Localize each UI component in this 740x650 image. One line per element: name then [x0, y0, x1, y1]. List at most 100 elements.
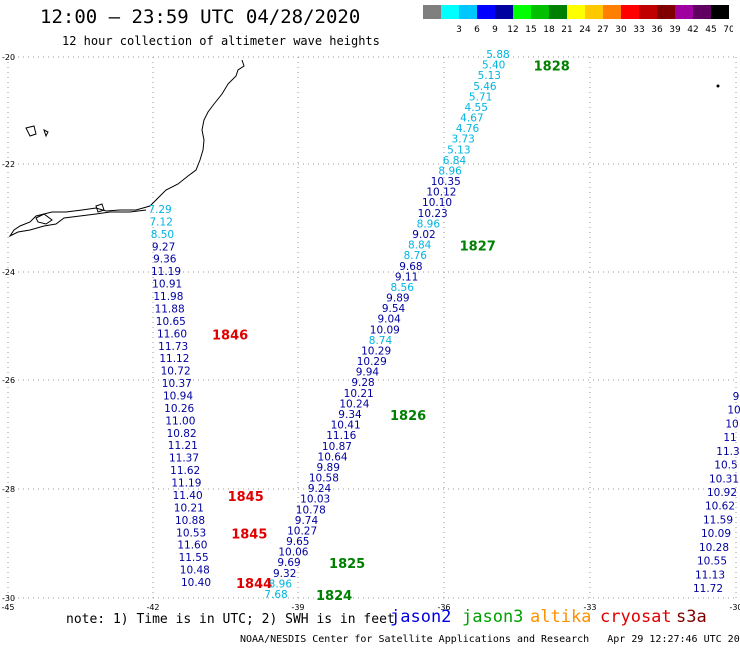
swh-value: 11.12 [159, 353, 189, 365]
swh-value: 10.26 [164, 403, 194, 415]
swh-value: 5.46 [473, 81, 497, 93]
time-label: 1824 [316, 589, 352, 604]
swh-value: 9.27 [152, 241, 175, 253]
swh-value: 11.55 [179, 552, 209, 564]
swh-value: 10.03 [300, 494, 330, 506]
swh-value: 10.41 [331, 420, 361, 432]
swh-value: 8.50 [151, 229, 174, 241]
swh-value: 10.35 [431, 176, 461, 188]
swh-value: 9.69 [277, 557, 300, 569]
swh-value: 10.12 [426, 187, 456, 199]
sat-altika: altika [530, 607, 592, 627]
sat-jason2: jason2 [390, 607, 452, 627]
legend-tick: 30 [615, 25, 627, 35]
map-subtitle: 12 hour collection of altimeter wave hei… [62, 34, 380, 48]
swh-value: 10.91 [152, 279, 182, 291]
coastline [8, 59, 245, 238]
swh-value: 10.06 [278, 547, 308, 559]
swh-value: 7.68 [264, 589, 287, 601]
swh-value: 9.32 [273, 568, 296, 580]
swh-value: 11.21 [168, 440, 198, 452]
sat-s3a: s3a [676, 607, 707, 627]
swh-value: 11.72 [693, 583, 723, 595]
legend-tick: 45 [705, 25, 716, 35]
legend-swatch [585, 5, 603, 19]
swh-value: 3.73 [451, 134, 474, 146]
swh-value: 11.16 [326, 430, 356, 442]
lat-lon-grid: -20-22-24-26-28-30-45 -42 -39 -36 -33 -30 [1, 53, 740, 612]
swh-value: 9.28 [351, 377, 374, 389]
credit-line: NOAA/NESDIS Center for Satellite Applica… [240, 634, 740, 645]
swh-value: 10.09 [701, 528, 731, 540]
swh-value: 10.21 [174, 502, 204, 514]
swh-value: 9.89 [317, 462, 340, 474]
swh-value: 4.67 [460, 113, 483, 125]
legend-tick: 24 [579, 25, 591, 35]
legend-swatch [639, 5, 657, 19]
swh-value: 10.94 [163, 391, 193, 403]
swh-value: 10.27 [287, 525, 317, 537]
swh-value: 10.55 [697, 556, 727, 568]
swh-value: 8.74 [369, 335, 393, 347]
legend-tick: 18 [543, 25, 555, 35]
swh-value: 10.40 [181, 577, 211, 589]
island-3 [95, 203, 105, 213]
swh-value: 11.19 [171, 478, 201, 490]
legend-swatch [693, 5, 711, 19]
swh-value: 9 [733, 391, 740, 403]
lon-label: -45 [1, 603, 14, 612]
swh-value: 9.04 [377, 314, 401, 326]
lat-label: -24 [2, 268, 15, 277]
swh-value: 11.60 [177, 540, 207, 552]
legend-swatch [531, 5, 549, 19]
legend-swatch [441, 5, 459, 19]
legend-tick: 27 [597, 25, 608, 35]
legend-swatch [711, 5, 729, 19]
legend-tick: 9 [492, 25, 498, 35]
credit-text: NOAA/NESDIS Center for Satellite Applica… [240, 634, 590, 645]
legend-swatch [495, 5, 513, 19]
swh-value: 5.88 [486, 49, 509, 61]
swh-value: 9.74 [295, 515, 319, 527]
legend-tick: 21 [561, 25, 572, 35]
swh-value: 9.11 [395, 271, 418, 283]
swh-value: 10.58 [309, 473, 339, 485]
legend-swatch [621, 5, 639, 19]
swh-value: 10.29 [357, 356, 387, 368]
swh-value: 10.21 [344, 388, 374, 400]
swh-value: 10.48 [180, 565, 210, 577]
swh-value: 8.96 [269, 578, 293, 590]
legend-swatch [459, 5, 477, 19]
swh-value: 9.68 [399, 261, 422, 273]
swh-value: 4.76 [456, 123, 480, 135]
swh-value: 9.65 [286, 536, 309, 548]
swh-value: 10.31 [709, 473, 739, 485]
lon-label: -39 [291, 603, 304, 612]
island-dot [716, 84, 720, 88]
timestamp: Apr 29 12:27:46 UTC 2020 [607, 634, 740, 645]
swh-value: 10.87 [322, 441, 352, 453]
swh-value: 11.3 [716, 446, 739, 458]
swh-value: 11.13 [695, 569, 725, 581]
swh-value: 9.34 [338, 409, 362, 421]
time-label: 1845 [228, 490, 264, 505]
swh-value: 10.5 [714, 460, 737, 472]
island-2 [43, 129, 49, 138]
time-label: 1828 [534, 60, 570, 75]
swh-value: 5.13 [447, 144, 470, 156]
legend-swatch [513, 5, 531, 19]
legend-swatch [567, 5, 585, 19]
swh-value: 4.55 [465, 102, 488, 114]
swh-value: 10.23 [418, 208, 448, 220]
island-4 [35, 213, 53, 225]
swh-value: 10.65 [156, 316, 186, 328]
lon-label: -33 [583, 603, 596, 612]
time-label: 1827 [460, 240, 496, 255]
legend-swatch [657, 5, 675, 19]
lat-label: -20 [2, 53, 15, 62]
swh-value: 8.56 [391, 282, 415, 294]
swh-value: 9.89 [386, 293, 409, 305]
swh-value: 9.36 [153, 254, 177, 266]
swh-value: 5.40 [482, 60, 505, 72]
